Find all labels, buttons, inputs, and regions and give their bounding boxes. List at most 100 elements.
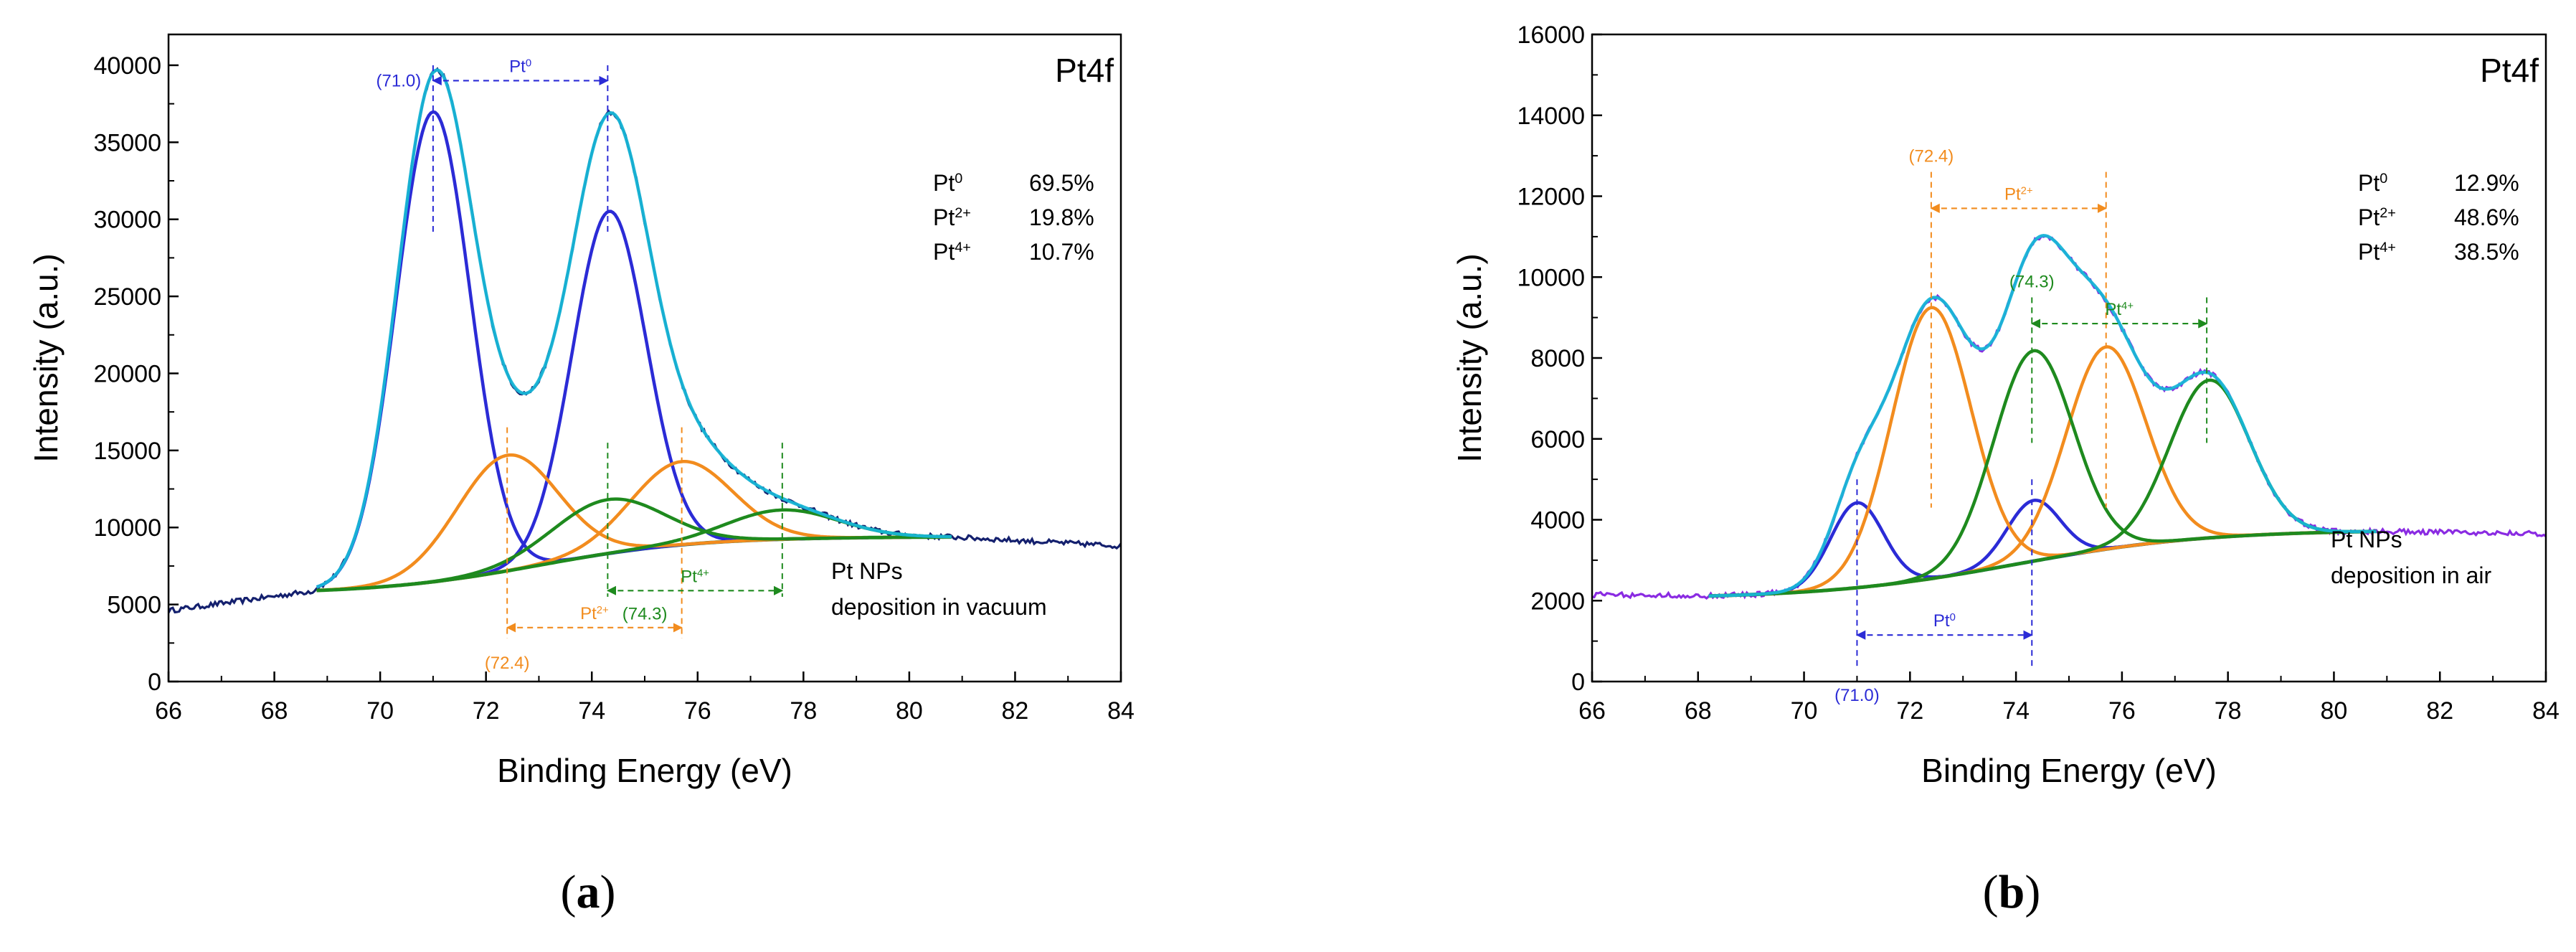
- legend-label-base: Pt: [2358, 204, 2380, 230]
- y-axis-title: Intensity (a.u.): [27, 253, 65, 462]
- y-tick-label: 20000: [93, 360, 161, 387]
- x-tick-label: 68: [1685, 697, 1712, 725]
- x-tick-label: 74: [578, 697, 605, 725]
- x-tick-label: 76: [684, 697, 711, 725]
- peak-pt4plus-5: [1708, 378, 2377, 598]
- legend-label: Pt0: [933, 170, 962, 196]
- x-axis-title: Binding Energy (eV): [497, 752, 792, 789]
- x-tick-label: 80: [896, 697, 923, 725]
- x-tick-label: 68: [261, 697, 288, 725]
- split-species-label: Pt2+: [2004, 184, 2033, 204]
- annotation-pt2: Pt2+ (72.4): [485, 427, 683, 673]
- background-line: [1708, 529, 2377, 598]
- sample-label: deposition in vacuum: [831, 594, 1047, 620]
- split-species-label-base: Pt: [1933, 611, 1950, 631]
- caption-close: ): [600, 866, 616, 918]
- y-tick-label: 15000: [93, 438, 161, 465]
- split-species-label-sup: 0: [526, 57, 531, 69]
- plot-area: [1592, 234, 2546, 600]
- x-axis-title: Binding Energy (eV): [1921, 752, 2217, 789]
- peak-position-label: (71.0): [1834, 686, 1880, 705]
- peak-position-label: (71.0): [377, 71, 422, 90]
- x-tick-label: 66: [155, 697, 182, 725]
- split-species-label-sup: 4+: [697, 567, 709, 579]
- plot-area: [169, 67, 1121, 614]
- y-tick-label: 4000: [1530, 507, 1585, 534]
- legend-label: Pt0: [2358, 170, 2387, 196]
- x-tick-label: 76: [2108, 697, 2136, 725]
- legend-label: Pt2+: [2358, 204, 2396, 230]
- legend-label-sup: 2+: [955, 205, 971, 221]
- annotation-pt0: Pt0 (71.0): [1834, 479, 2033, 705]
- legend-label-base: Pt: [933, 170, 955, 196]
- x-tick-label: 82: [1002, 697, 1029, 725]
- panel-caption: (a): [561, 866, 616, 918]
- legend-label: Pt4+: [2358, 239, 2396, 265]
- legend-label: Pt4+: [933, 239, 971, 265]
- peak-position-label: (72.4): [485, 654, 530, 673]
- chart-title: Pt4f: [2480, 52, 2539, 89]
- legend-label-base: Pt: [2358, 170, 2380, 196]
- split-species-label: Pt0: [1933, 611, 1956, 631]
- y-tick-label: 35000: [93, 129, 161, 156]
- split-species-label-base: Pt: [2004, 184, 2021, 204]
- legend-label-sup: 0: [955, 171, 962, 187]
- y-tick-label: 0: [1571, 669, 1585, 696]
- panel-caption: (b): [1983, 866, 2041, 918]
- x-tick-label: 72: [473, 697, 500, 725]
- fit-envelope-line: [1708, 234, 2377, 598]
- split-species-label-sup: 2+: [2021, 185, 2033, 197]
- split-species-label-sup: 2+: [597, 605, 609, 616]
- x-tick-label: 72: [1896, 697, 1923, 725]
- x-tick-label: 66: [1578, 697, 1606, 725]
- caption-open: (: [1983, 866, 1999, 918]
- y-tick-label: 10000: [93, 514, 161, 542]
- peak-pt0-1: [1708, 499, 2377, 598]
- y-tick-label: 12000: [1517, 184, 1585, 211]
- y-tick-label: 14000: [1517, 103, 1585, 130]
- y-tick-label: 30000: [93, 207, 161, 234]
- sample-label: Pt NPs: [831, 558, 903, 584]
- legend-value: 12.9%: [2454, 170, 2519, 196]
- split-species-label-base: Pt: [509, 57, 526, 76]
- x-tick-label: 78: [2215, 697, 2242, 725]
- peak-pt0-0: [1708, 501, 2377, 598]
- peak-position-label: (72.4): [1909, 147, 1954, 166]
- split-species-label-sup: 0: [1950, 612, 1956, 623]
- legend-label-base: Pt: [933, 239, 955, 265]
- legend-label-sup: 4+: [2380, 240, 2396, 255]
- y-tick-label: 5000: [107, 592, 161, 619]
- chart-panel-b: 66 68 70 72 74 76 78 80 82 84 0 2000 4000 6000 8000 100…: [1451, 22, 2560, 918]
- legend-label-sup: 0: [2380, 171, 2387, 187]
- y-tick-label: 0: [148, 669, 161, 696]
- peak-pt2plus-2: [1708, 306, 2377, 598]
- split-species-label-base: Pt: [2105, 300, 2121, 319]
- x-tick-label: 78: [790, 697, 817, 725]
- legend-label-base: Pt: [933, 204, 955, 230]
- y-tick-label: 10000: [1517, 264, 1585, 291]
- caption-letter: b: [1999, 866, 2025, 918]
- legend-value: 69.5%: [1029, 170, 1094, 196]
- chart-panel-a: 66 68 70 72 74 76 78 80 82 84 0 5000 10000 15000 20000…: [27, 33, 1135, 918]
- y-tick-label: 25000: [93, 283, 161, 311]
- caption-open: (: [561, 866, 577, 918]
- y-tick-label: 16000: [1517, 22, 1585, 49]
- legend-label-base: Pt: [2358, 239, 2380, 265]
- caption-letter: a: [577, 866, 600, 918]
- x-tick-label: 84: [2532, 697, 2560, 725]
- legend-label: Pt2+: [933, 204, 971, 230]
- x-tick-label: 80: [2321, 697, 2348, 725]
- split-species-label: Pt4+: [2105, 300, 2134, 319]
- split-species-label-base: Pt: [580, 604, 597, 623]
- peak-position-label: (74.3): [2009, 272, 2055, 291]
- x-tick-label: 74: [2002, 697, 2030, 725]
- peak-position-label: (74.3): [622, 604, 668, 623]
- y-tick-label: 8000: [1530, 345, 1585, 372]
- split-species-label-base: Pt: [681, 567, 697, 586]
- sample-label: deposition in air: [2331, 562, 2491, 588]
- y-tick-label: 2000: [1530, 588, 1585, 615]
- split-species-label: Pt0: [509, 57, 531, 76]
- chart-title: Pt4f: [1055, 52, 1114, 89]
- split-species-label: Pt4+: [681, 567, 709, 586]
